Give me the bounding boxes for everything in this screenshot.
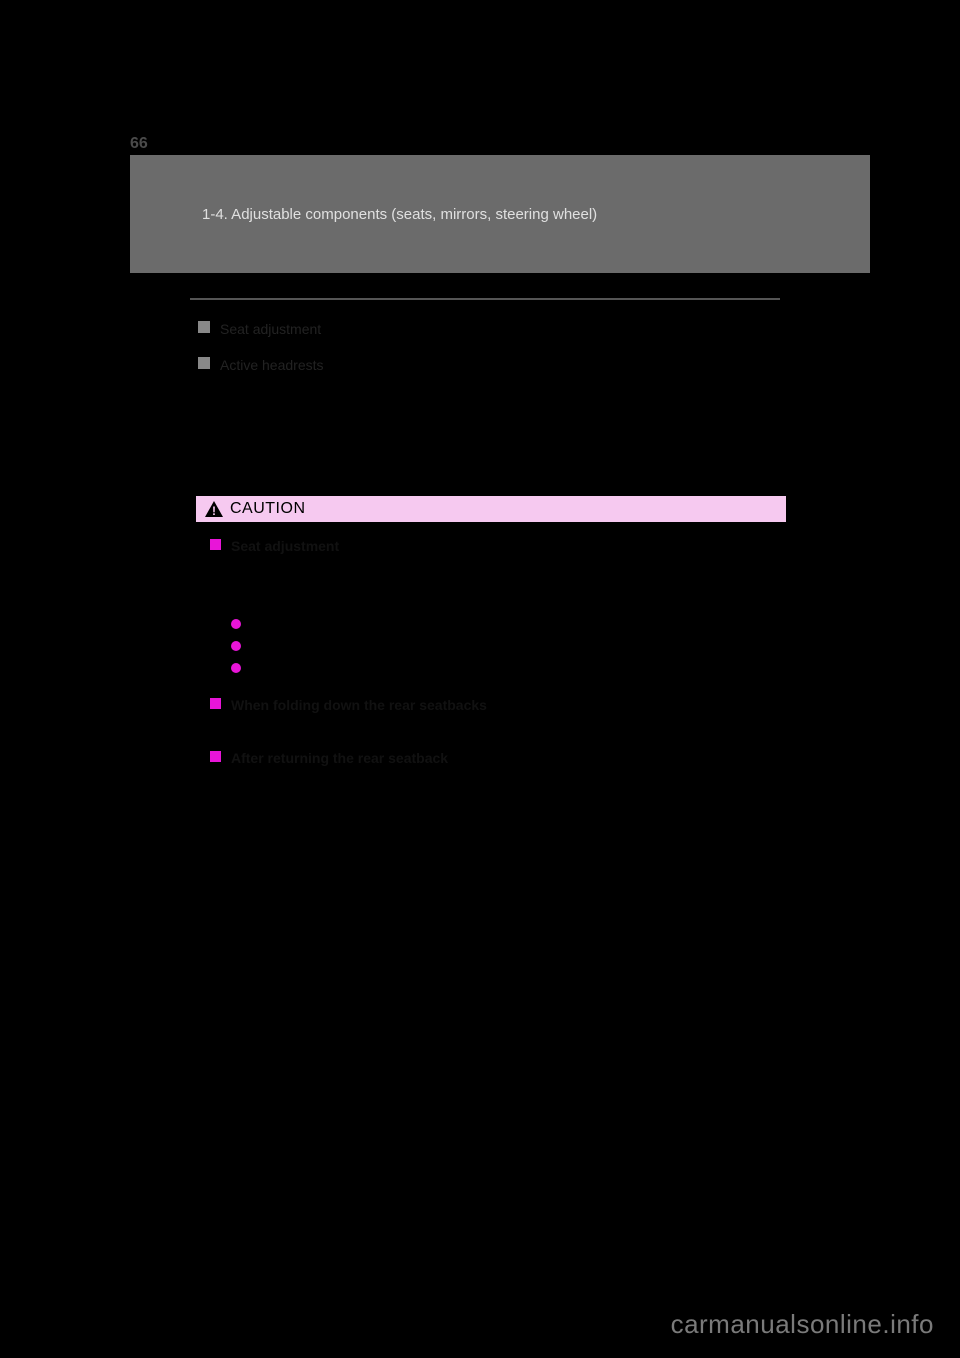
caution-header: ! CAUTION	[196, 494, 786, 522]
caution-label: CAUTION	[230, 500, 306, 518]
caution-box: ! CAUTION Seat adjustment To reduce the …	[196, 494, 786, 795]
grey-square-icon	[198, 357, 210, 369]
info-title: Active headrests	[220, 354, 324, 376]
caution-section-heading: When folding down the rear seatbacks	[210, 695, 772, 716]
page-number: 66	[130, 135, 148, 153]
grey-square-icon	[198, 321, 210, 333]
caution-section-title: When folding down the rear seatbacks	[231, 695, 487, 716]
divider	[190, 298, 780, 300]
magenta-square-icon	[210, 539, 221, 550]
bullet-item: Do not place anything under the front se…	[210, 615, 772, 629]
magenta-dot-icon	[231, 619, 241, 629]
info-item: Active headrests	[190, 354, 780, 376]
caution-section-title: After returning the rear seatback	[231, 748, 448, 769]
content-area: Seat adjustment Take care when adjusting…	[190, 290, 780, 391]
magenta-dot-icon	[231, 663, 241, 673]
caution-section-heading: Seat adjustment	[210, 536, 772, 557]
info-item: Seat adjustment	[190, 318, 780, 340]
caution-body: Seat adjustment To reduce the risk of sl…	[196, 522, 786, 795]
bullet-item: Adjustments should not be made while dri…	[210, 659, 772, 673]
svg-text:!: !	[212, 504, 216, 518]
caution-section-heading: After returning the rear seatback	[210, 748, 772, 769]
bullet-item: After adjusting the seat, make sure that…	[210, 637, 772, 651]
watermark: carmanualsonline.info	[671, 1309, 934, 1340]
magenta-square-icon	[210, 751, 221, 762]
info-title: Seat adjustment	[220, 318, 321, 340]
magenta-square-icon	[210, 698, 221, 709]
warning-icon: !	[204, 500, 224, 518]
section-header-bar: 1-4. Adjustable components (seats, mirro…	[130, 155, 870, 273]
caution-section-title: Seat adjustment	[231, 536, 339, 557]
section-header-text: 1-4. Adjustable components (seats, mirro…	[202, 206, 597, 223]
magenta-dot-icon	[231, 641, 241, 651]
